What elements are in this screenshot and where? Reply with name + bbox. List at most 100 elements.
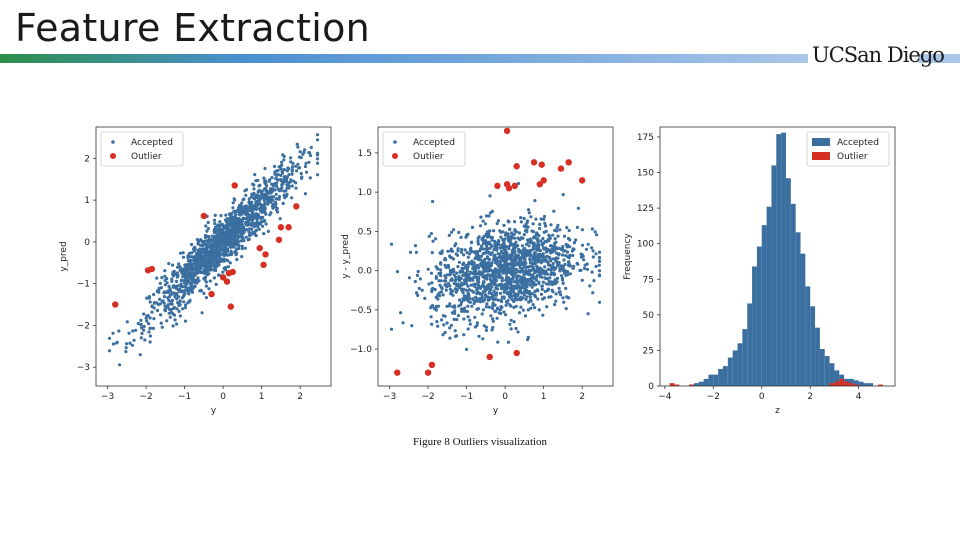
accepted-point	[536, 237, 540, 241]
accepted-point	[481, 270, 485, 274]
outlier-point	[112, 301, 119, 308]
accepted-point	[541, 236, 545, 241]
accepted-point	[490, 328, 494, 332]
histogram-bar-accepted	[785, 178, 791, 386]
accepted-point	[167, 299, 171, 303]
accepted-point	[243, 246, 247, 250]
outlier-point	[424, 369, 432, 376]
accepted-point	[453, 287, 458, 291]
accepted-point	[541, 246, 546, 250]
accepted-point	[111, 331, 115, 335]
accepted-point	[239, 239, 243, 243]
histogram-bar-accepted	[824, 356, 830, 386]
accepted-point	[180, 307, 185, 311]
accepted-point	[468, 270, 472, 274]
accepted-point	[211, 261, 215, 265]
accepted-point	[245, 188, 249, 192]
accepted-point	[528, 264, 532, 268]
outlier-point	[557, 165, 565, 172]
accepted-point	[452, 317, 456, 321]
accepted-point	[484, 250, 488, 254]
accepted-point	[490, 251, 494, 255]
accepted-point	[512, 280, 516, 284]
accepted-point	[566, 236, 571, 241]
accepted-point	[530, 292, 534, 296]
accepted-point	[197, 258, 201, 262]
accepted-point	[520, 278, 524, 282]
accepted-point	[490, 261, 494, 265]
accepted-point	[250, 206, 254, 210]
accepted-point	[282, 189, 286, 193]
accepted-point	[528, 295, 532, 299]
accepted-point	[159, 321, 163, 325]
accepted-point	[551, 282, 555, 286]
accepted-point	[261, 207, 265, 211]
accepted-point	[417, 286, 421, 291]
accepted-point	[448, 287, 452, 291]
accepted-point	[160, 276, 164, 280]
accepted-point	[533, 262, 537, 266]
histogram-bar-outlier	[674, 384, 680, 386]
accepted-point	[524, 285, 528, 289]
accepted-point	[150, 310, 154, 314]
accepted-point	[271, 195, 276, 199]
outlier-point	[229, 268, 236, 276]
accepted-point	[162, 295, 167, 299]
accepted-point	[175, 275, 179, 279]
accepted-point	[176, 288, 180, 292]
accepted-point	[529, 269, 533, 273]
accepted-point	[492, 229, 496, 233]
accepted-point	[460, 307, 464, 311]
accepted-point	[546, 267, 551, 271]
accepted-point	[552, 209, 556, 213]
accepted-point	[499, 283, 503, 287]
accepted-point	[445, 273, 449, 277]
accepted-point	[575, 225, 580, 229]
accepted-point	[282, 158, 286, 162]
accepted-point	[247, 222, 252, 226]
accepted-point	[495, 262, 499, 266]
accepted-point	[207, 240, 211, 244]
accepted-point	[549, 223, 553, 227]
accepted-point	[561, 245, 565, 249]
accepted-point	[231, 232, 235, 236]
accepted-point	[225, 229, 229, 233]
histogram-bar-accepted	[722, 366, 728, 386]
accepted-point	[175, 292, 179, 296]
accepted-point	[459, 235, 463, 239]
accepted-point	[163, 304, 167, 308]
accepted-point	[515, 254, 520, 258]
accepted-point	[303, 148, 307, 152]
accepted-point	[542, 230, 546, 234]
accepted-point	[513, 229, 517, 233]
accepted-point	[427, 234, 431, 238]
accepted-point	[519, 236, 524, 240]
accepted-point	[454, 282, 458, 286]
accepted-point	[234, 252, 238, 256]
accepted-point	[537, 234, 541, 238]
accepted-point	[493, 309, 497, 313]
accepted-point	[208, 252, 212, 256]
accepted-point	[542, 217, 546, 221]
accepted-point	[248, 227, 252, 231]
accepted-point	[581, 254, 585, 258]
histogram-bar-accepted	[713, 374, 719, 386]
accepted-point	[439, 274, 443, 278]
accepted-point	[496, 252, 500, 256]
histogram-bar-accepted	[747, 303, 753, 386]
accepted-point	[448, 336, 452, 340]
accepted-point	[554, 240, 558, 244]
accepted-point	[512, 320, 516, 324]
y-axis-label: y - y_pred	[341, 234, 351, 279]
accepted-point	[590, 227, 595, 231]
accepted-point	[508, 256, 512, 260]
accepted-point	[583, 263, 587, 267]
accepted-point	[166, 305, 170, 309]
accepted-point	[253, 230, 257, 234]
accepted-point	[448, 302, 452, 306]
accepted-point	[557, 262, 561, 266]
accepted-point	[597, 273, 602, 277]
accepted-point	[520, 244, 525, 248]
outlier-point	[256, 244, 263, 252]
accepted-point	[230, 227, 234, 231]
